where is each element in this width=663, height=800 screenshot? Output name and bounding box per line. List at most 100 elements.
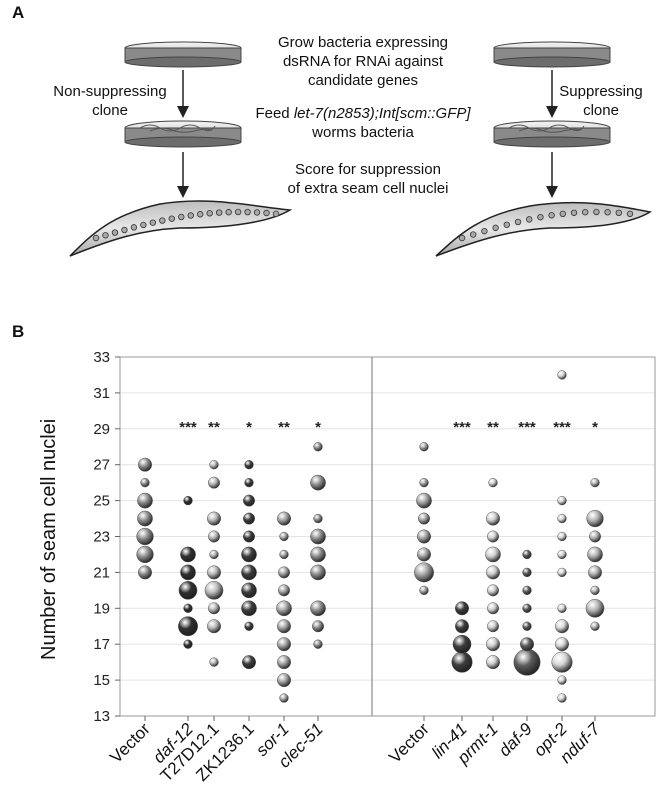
worm-icon: [435, 201, 653, 257]
y-tick-label: 31: [93, 385, 110, 402]
data-bubble: [522, 585, 532, 595]
seam-nucleus-icon: [537, 213, 544, 221]
significance-label: **: [487, 419, 499, 436]
data-bubble: [587, 546, 603, 563]
seam-nucleus-icon: [178, 213, 185, 221]
data-bubble: [455, 601, 469, 616]
data-bubble: [313, 442, 323, 452]
seam-nucleus-icon: [526, 216, 533, 223]
data-bubble: [586, 509, 604, 528]
seam-nucleus-icon: [206, 210, 213, 217]
data-bubble: [277, 511, 291, 526]
significance-label: **: [208, 419, 220, 436]
data-bubble: [486, 511, 500, 526]
data-bubble: [244, 621, 254, 631]
significance-label: ***: [179, 419, 197, 436]
data-bubble: [312, 620, 324, 633]
data-bubble: [419, 478, 429, 488]
data-bubble: [557, 603, 567, 613]
data-bubble: [522, 549, 532, 560]
data-bubble: [180, 564, 196, 581]
significance-label: ***: [518, 419, 536, 436]
seam-nucleus-icon: [615, 209, 622, 217]
petri-dish-with-worms-icon: [124, 120, 242, 148]
significance-label: *: [246, 419, 252, 436]
data-bubble: [277, 619, 291, 634]
data-bubble: [180, 546, 196, 563]
data-bubble: [313, 513, 323, 524]
seam-nucleus-icon: [593, 208, 600, 216]
step3-text: Score for suppression of extra seam cell…: [287, 161, 449, 197]
seam-nucleus-icon: [559, 210, 566, 218]
seam-nucleus-icon: [470, 231, 477, 238]
data-bubble: [137, 510, 153, 527]
suppressing-clone-label: Suppressing clone: [559, 83, 643, 119]
step1-text: Grow bacteria expressing dsRNA for RNAi …: [277, 34, 449, 89]
data-bubble: [557, 370, 567, 380]
data-bubble: [183, 495, 193, 506]
seam-nucleus-icon: [492, 224, 499, 232]
data-bubble: [178, 581, 198, 600]
data-bubble: [178, 616, 198, 637]
data-bubble: [486, 637, 500, 652]
data-bubble: [452, 634, 472, 654]
data-bubble: [485, 546, 501, 563]
data-bubble: [243, 530, 255, 543]
y-tick-label: 27: [93, 457, 110, 474]
data-bubble: [310, 474, 326, 491]
data-bubble: [416, 492, 432, 509]
data-bubble: [487, 584, 499, 597]
data-bubble: [486, 655, 500, 670]
data-bubble: [555, 637, 569, 652]
data-bubble: [557, 693, 567, 703]
seam-nucleus-icon: [234, 208, 242, 216]
seam-nucleus-icon: [263, 209, 270, 217]
data-bubble: [513, 648, 541, 676]
data-bubble: [241, 582, 257, 599]
data-bubble: [138, 565, 152, 580]
data-bubble: [243, 512, 255, 525]
significance-label: ***: [553, 419, 571, 436]
data-bubble: [278, 584, 290, 597]
data-bubble: [136, 545, 154, 564]
data-bubble: [417, 547, 431, 562]
seam-nucleus-icon: [272, 210, 280, 218]
data-bubble: [455, 619, 469, 634]
data-bubble: [204, 581, 224, 600]
data-bubble: [522, 567, 532, 578]
significance-label: *: [592, 419, 598, 436]
seam-nucleus-icon: [503, 221, 510, 228]
seam-nucleus-icon: [121, 226, 128, 234]
data-bubble: [522, 603, 532, 613]
seam-nucleus-icon: [548, 212, 555, 219]
data-bubble: [310, 528, 326, 545]
seam-nucleus-icon: [458, 234, 466, 242]
data-bubble: [557, 513, 567, 524]
seam-nucleus-icon: [130, 224, 138, 231]
data-bubble: [557, 531, 567, 542]
data-bubble: [241, 546, 257, 563]
x-tick-label: Vector: [385, 719, 433, 767]
significance-label: ***: [453, 419, 471, 436]
data-bubble: [487, 602, 499, 615]
data-bubble: [277, 673, 291, 688]
data-bubble: [310, 546, 326, 563]
data-bubble: [241, 600, 257, 617]
data-bubble: [243, 494, 255, 507]
data-bubble: [589, 530, 601, 543]
rnai-screen-schematic: [69, 41, 653, 257]
data-bubble: [277, 637, 291, 652]
data-bubble: [183, 639, 193, 649]
data-bubble: [241, 564, 257, 581]
data-bubble: [557, 549, 567, 560]
data-bubble: [557, 675, 567, 685]
seam-nucleus-icon: [111, 229, 119, 236]
data-bubble: [277, 655, 291, 670]
data-bubble: [310, 600, 326, 617]
data-bubble: [313, 639, 323, 649]
data-bubble: [207, 511, 221, 526]
data-bubble: [279, 693, 289, 703]
data-bubble: [419, 585, 429, 595]
data-bubble: [244, 478, 254, 488]
